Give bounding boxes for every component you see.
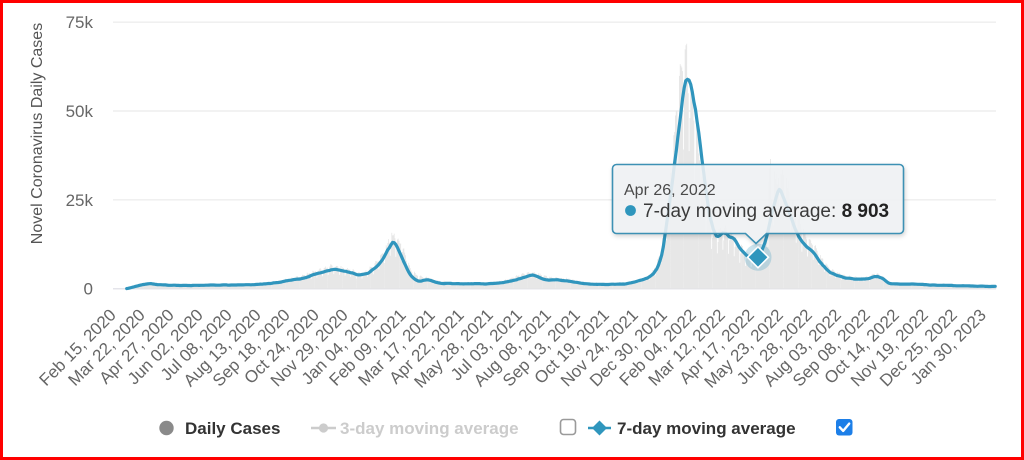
svg-text:Apr 26, 2022: Apr 26, 2022 bbox=[624, 182, 716, 199]
svg-text:7-day moving average: 8 903: 7-day moving average: 8 903 bbox=[643, 201, 889, 222]
svg-text:25k: 25k bbox=[66, 191, 94, 210]
svg-text:50k: 50k bbox=[66, 102, 94, 121]
svg-text:3-day moving average: 3-day moving average bbox=[340, 419, 519, 438]
svg-text:7-day moving average: 7-day moving average bbox=[617, 419, 796, 438]
svg-text:Daily Cases: Daily Cases bbox=[185, 419, 280, 438]
svg-text:75k: 75k bbox=[66, 13, 94, 32]
svg-text:0: 0 bbox=[84, 280, 93, 299]
svg-text:Novel Coronavirus Daily Cases: Novel Coronavirus Daily Cases bbox=[29, 23, 46, 244]
